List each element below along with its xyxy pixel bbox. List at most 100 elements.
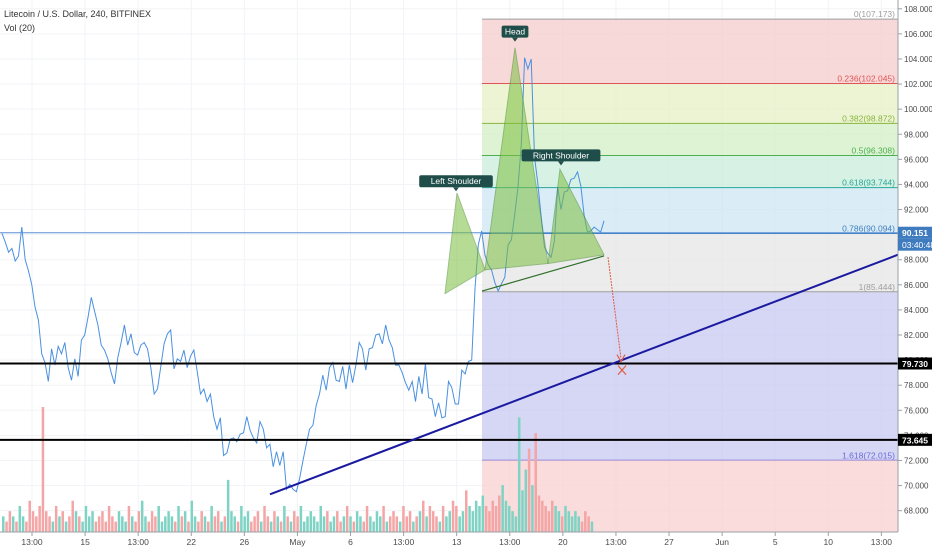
volume-bar — [491, 500, 494, 532]
volume-bar — [250, 521, 253, 532]
x-tick-label: 6 — [348, 537, 353, 547]
volume-bar — [342, 516, 346, 532]
time-axis-background — [0, 532, 932, 550]
volume-bar — [501, 485, 504, 532]
volume-bar — [104, 521, 108, 532]
volume-bar — [359, 516, 362, 532]
volume-bar — [306, 516, 309, 532]
price-level-label: 73.645 — [902, 435, 928, 445]
volume-bar — [362, 521, 365, 532]
y-tick-label: 88.000 — [904, 256, 929, 265]
volume-bar — [508, 505, 511, 532]
volume-bar — [445, 516, 448, 532]
volume-bar — [71, 500, 74, 532]
volume-bar — [246, 511, 250, 532]
volume-bar — [398, 521, 402, 532]
annotation-callout — [521, 149, 601, 162]
volume-bar — [382, 505, 385, 532]
volume-bar — [567, 511, 571, 532]
volume-bar — [425, 516, 428, 532]
volume-bar — [170, 516, 174, 532]
volume-bar — [167, 511, 170, 532]
y-tick-label: 100.000 — [904, 105, 932, 114]
volume-bar — [197, 521, 200, 532]
volume-bar — [54, 505, 58, 532]
volume-bar — [127, 505, 131, 532]
x-tick-label: May — [289, 537, 306, 547]
y-tick-label: 70.000 — [904, 482, 929, 491]
volume-bar — [422, 500, 425, 532]
countdown-badge — [898, 238, 932, 251]
volume-bar — [18, 505, 22, 532]
volume-bar — [385, 521, 389, 532]
volume-bar — [273, 511, 276, 532]
left-shoulder-triangle — [444, 193, 486, 295]
annotation-pointer — [558, 161, 564, 166]
volume-bar — [213, 516, 217, 532]
volume-bar — [226, 479, 230, 532]
volume-bar — [107, 505, 111, 532]
x-tick-label: 22 — [187, 537, 197, 547]
volume-bar — [316, 521, 319, 532]
x-tick-label: 13 — [452, 537, 462, 547]
volume-bar — [74, 511, 78, 532]
symbol-title: Litecoin / U.S. Dollar, 240, BITFINEX — [4, 9, 152, 19]
volume-bar — [130, 516, 134, 532]
volume-bar — [144, 516, 147, 532]
volume-bar — [78, 516, 81, 532]
volume-bar — [355, 511, 359, 532]
volume-bar — [484, 505, 488, 532]
volume-bar — [531, 485, 534, 532]
volume-bar — [412, 521, 415, 532]
y-tick-label: 76.000 — [904, 406, 929, 415]
volume-bar — [44, 511, 48, 532]
volume-bar — [61, 511, 65, 532]
volume-bar — [101, 511, 104, 532]
neckline — [481, 255, 605, 292]
volume-bar — [537, 495, 541, 532]
volume-bar — [256, 511, 260, 532]
fib-level-label: 1.618(72.015) — [842, 450, 895, 460]
volume-bar — [173, 521, 177, 532]
volume-bar — [448, 511, 451, 532]
x-tick-label: 5 — [773, 537, 778, 547]
volume-bar — [31, 511, 35, 532]
volume-bar — [84, 505, 88, 532]
uptrend-line — [269, 253, 899, 496]
volume-bar — [369, 516, 372, 532]
volume-bar — [233, 516, 237, 532]
volume-bar — [8, 511, 12, 532]
volume-bar — [296, 516, 299, 532]
fib-band — [482, 291, 898, 461]
volume-bar — [544, 505, 547, 532]
volume-bar — [415, 516, 418, 532]
volume-bar — [240, 505, 243, 532]
x-tick-label: 10 — [824, 537, 834, 547]
y-tick-label: 86.000 — [904, 281, 929, 290]
fib-level-label: 0.5(96.308) — [852, 145, 896, 155]
volume-bar — [574, 511, 577, 532]
x-tick-label: 26 — [240, 537, 250, 547]
volume-bar — [435, 516, 438, 532]
volume-bar — [91, 511, 94, 532]
volume-bar — [193, 516, 197, 532]
volume-bar — [388, 516, 392, 532]
x-tick-label: 13:00 — [21, 537, 43, 547]
x-tick-label: 13:00 — [499, 537, 521, 547]
volume-bar — [584, 511, 587, 532]
volume-bar — [216, 511, 220, 532]
volume-bar — [283, 505, 286, 532]
volume-bar — [243, 516, 246, 532]
y-tick-label: 78.000 — [904, 381, 929, 390]
drawings-layer: Left Shoulder Head Right Shoulder — [0, 25, 899, 496]
volume-bar — [87, 516, 91, 532]
volume-bar — [164, 516, 167, 532]
x-tick-label: 15 — [80, 537, 90, 547]
volume-bar — [64, 521, 68, 532]
y-tick-label: 104.000 — [904, 55, 932, 64]
volume-bar — [111, 516, 114, 532]
volume-bar — [587, 516, 590, 532]
